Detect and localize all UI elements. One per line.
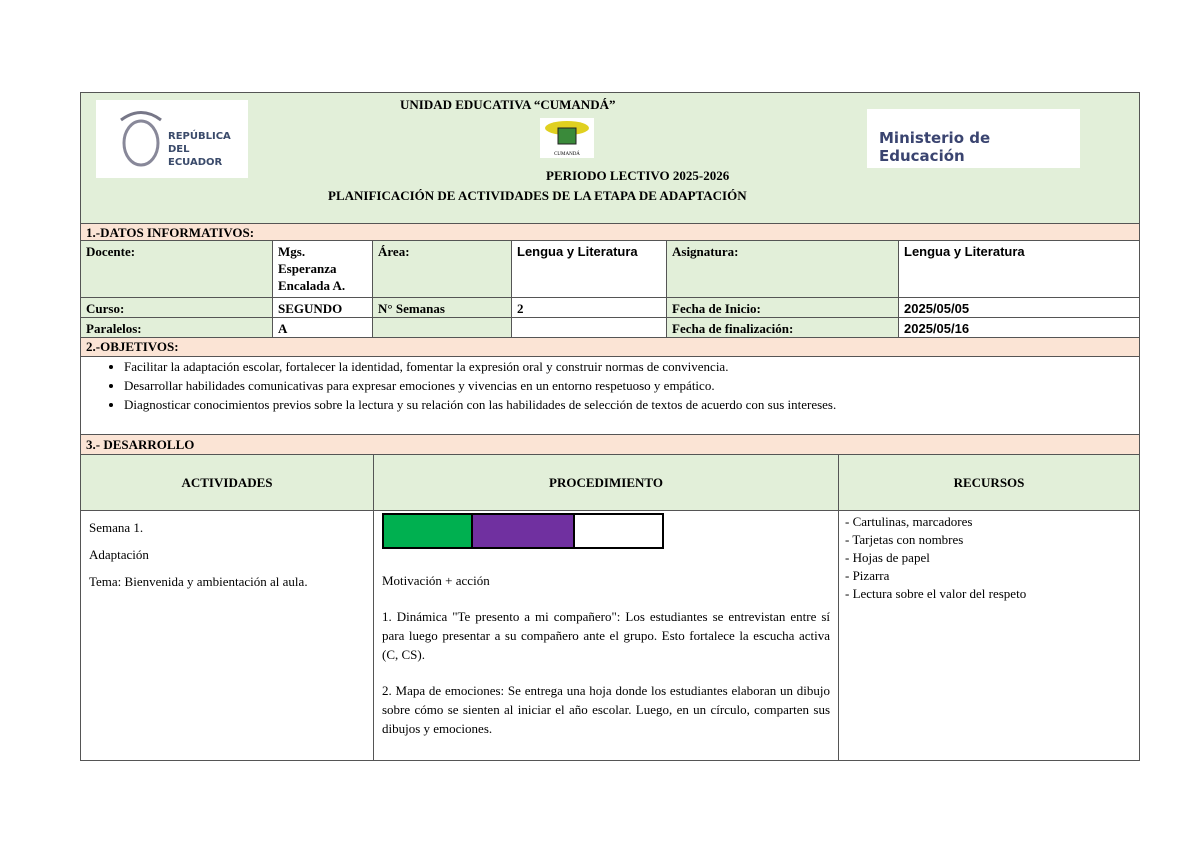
school-name: UNIDAD EDUCATIVA “CUMANDÁ” [400,97,616,112]
header-recursos: RECURSOS [838,454,1140,511]
recursos-cell: - Cartulinas, marcadores - Tarjetas con … [838,510,1140,761]
empty-cell [372,317,512,338]
area-value: Lengua y Literatura [511,240,667,298]
inicio-label: Fecha de Inicio: [666,297,899,318]
ministerio-text: Ministerio de Educación [879,129,991,165]
section-desarrollo: 3.- DESARROLLO [80,434,1140,455]
header-procedimiento: PROCEDIMIENTO [373,454,839,511]
area-label: Área: [372,240,512,298]
period: PERIODO LECTIVO 2025-2026 [546,168,730,183]
coat-of-arms-icon [120,111,162,167]
asignatura-label: Asignatura: [666,240,899,298]
color-boxes [382,513,664,549]
green-box [384,515,473,547]
paralelos-label: Paralelos: [80,317,273,338]
docente-label: Docente: [80,240,273,298]
objetivos-list: Facilitar la adaptación escolar, fortale… [80,356,1140,435]
ministerio-logo: Ministerio de Educación [867,109,1080,168]
paralelo-value: A [272,317,373,338]
header-actividades: ACTIVIDADES [80,454,374,511]
asignatura-value: Lengua y Literatura [898,240,1140,298]
fin-value: 2025/05/16 [898,317,1140,338]
objetivo-item: Facilitar la adaptación escolar, fortale… [124,357,1134,376]
semanas-value: 2 [511,297,667,318]
procedimiento-2: 2. Mapa de emociones: Se entrega una hoj… [382,683,830,736]
actividades-cell: Semana 1. Adaptación Tema: Bienvenida y … [80,510,374,761]
procedimiento-cell: Motivación + acción 1. Dinámica "Te pres… [373,510,839,761]
school-logo: CUMANDÁ [540,118,594,158]
recurso-item: - Pizarra [845,568,890,583]
motivacion: Motivación + acción [382,573,490,588]
recurso-item: - Hojas de papel [845,550,930,565]
inicio-value: 2025/05/05 [898,297,1140,318]
objetivo-item: Diagnosticar conocimientos previos sobre… [124,395,1134,414]
ecuador-logo: REPÚBLICA DEL ECUADOR [96,100,248,178]
semana: Semana 1. [89,520,144,535]
curso-label: Curso: [80,297,273,318]
school-logo-text: CUMANDÁ [554,151,580,157]
school-crest-icon: CUMANDÁ [545,121,589,157]
objetivo-item: Desarrollar habilidades comunicativas pa… [124,376,1134,395]
tema: Tema: Bienvenida y ambientación al aula. [89,574,308,589]
page-title: PLANIFICACIÓN DE ACTIVIDADES DE LA ETAPA… [328,188,747,203]
white-box [575,515,662,547]
semanas-label: N° Semanas [372,297,512,318]
actividad: Adaptación [89,547,149,562]
recurso-item: - Lectura sobre el valor del respeto [845,586,1027,601]
fin-label: Fecha de finalización: [666,317,899,338]
logo-left-text: REPÚBLICA DEL ECUADOR [168,131,231,168]
empty-cell [511,317,667,338]
purple-box [472,515,576,547]
docente-value: Mgs. Esperanza Encalada A. [272,240,373,298]
curso-value: SEGUNDO [272,297,373,318]
recurso-item: - Tarjetas con nombres [845,532,964,547]
recurso-item: - Cartulinas, marcadores [845,514,973,529]
section-datos: 1.-DATOS INFORMATIVOS: [80,223,1140,241]
section-objetivos: 2.-OBJETIVOS: [80,337,1140,357]
procedimiento-1: 1. Dinámica "Te presento a mi compañero"… [382,609,830,662]
